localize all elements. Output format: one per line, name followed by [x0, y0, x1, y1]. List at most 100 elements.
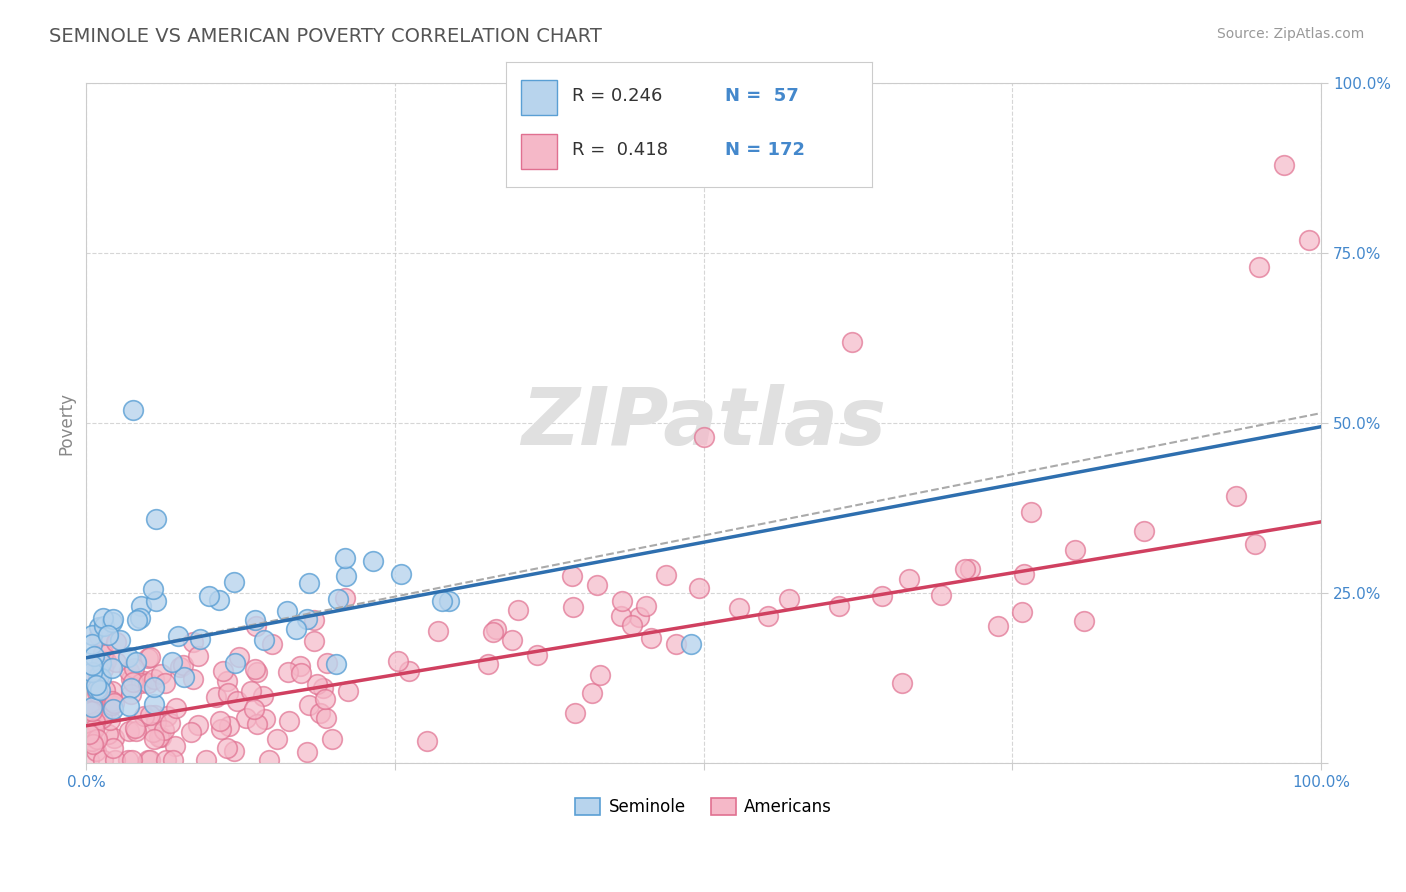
Point	[149, 666, 172, 681]
Point	[77, 753, 100, 767]
Point	[172, 657, 194, 672]
Point	[98, 713, 121, 727]
Point	[142, 582, 165, 597]
Point	[101, 661, 124, 675]
Point	[222, 744, 245, 758]
Point	[309, 706, 332, 720]
Point	[169, 660, 191, 674]
Point	[86, 682, 108, 697]
Point	[897, 572, 920, 586]
Point	[728, 601, 751, 615]
Point	[90, 671, 112, 685]
Point	[187, 718, 209, 732]
Point	[101, 615, 124, 629]
Point	[132, 708, 155, 723]
Point	[120, 681, 142, 695]
Point	[245, 662, 267, 676]
Point	[104, 753, 127, 767]
Point	[180, 724, 202, 739]
Point	[166, 629, 188, 643]
Point	[121, 675, 143, 690]
Point	[416, 734, 439, 748]
Point	[79, 704, 101, 718]
Point	[315, 711, 337, 725]
Point	[1244, 537, 1267, 551]
Point	[217, 685, 239, 699]
Point	[1063, 542, 1085, 557]
Point	[82, 665, 104, 679]
Point	[80, 734, 103, 748]
Point	[139, 753, 162, 767]
Point	[278, 714, 301, 728]
Point	[87, 619, 110, 633]
Point	[224, 575, 246, 590]
Point	[564, 706, 586, 720]
Point	[321, 732, 343, 747]
Point	[288, 658, 311, 673]
Point	[870, 590, 893, 604]
Point	[253, 633, 276, 648]
Point	[681, 637, 703, 651]
Point	[83, 648, 105, 663]
Point	[260, 637, 283, 651]
Point	[124, 721, 146, 735]
Point	[91, 647, 114, 661]
Point	[561, 599, 583, 614]
Point	[90, 656, 112, 670]
Point	[84, 714, 107, 729]
Point	[226, 694, 249, 708]
Point	[211, 664, 233, 678]
Point	[121, 753, 143, 767]
Point	[77, 716, 100, 731]
Point	[1012, 566, 1035, 581]
Point	[101, 702, 124, 716]
Point	[1272, 158, 1295, 172]
Point	[145, 593, 167, 607]
Text: R =  0.418: R = 0.418	[572, 141, 668, 159]
Point	[103, 731, 125, 745]
Point	[82, 637, 104, 651]
Point	[337, 684, 360, 698]
Point	[118, 698, 141, 713]
Point	[136, 753, 159, 767]
Point	[87, 669, 110, 683]
Point	[628, 609, 651, 624]
Point	[187, 649, 209, 664]
Point	[298, 698, 321, 712]
Point	[138, 650, 160, 665]
Point	[143, 732, 166, 747]
Point	[246, 716, 269, 731]
Point	[77, 727, 100, 741]
Point	[96, 703, 118, 717]
Point	[427, 624, 450, 638]
Point	[134, 673, 156, 688]
Point	[235, 710, 257, 724]
Text: SEMINOLE VS AMERICAN POVERTY CORRELATION CHART: SEMINOLE VS AMERICAN POVERTY CORRELATION…	[49, 27, 602, 45]
Point	[93, 619, 115, 633]
Point	[96, 654, 118, 668]
Point	[100, 683, 122, 698]
Point	[302, 613, 325, 627]
Point	[82, 737, 104, 751]
Point	[328, 591, 350, 606]
Point	[163, 739, 186, 753]
Point	[1019, 505, 1042, 519]
Point	[484, 622, 506, 636]
Point	[118, 724, 141, 739]
Point	[430, 594, 453, 608]
Point	[86, 732, 108, 747]
Point	[307, 677, 329, 691]
Text: N = 172: N = 172	[725, 141, 806, 159]
Point	[131, 675, 153, 690]
Point	[1133, 524, 1156, 538]
Point	[142, 725, 165, 739]
Text: Source: ZipAtlas.com: Source: ZipAtlas.com	[1216, 27, 1364, 41]
Point	[117, 649, 139, 664]
Point	[581, 686, 603, 700]
Point	[87, 668, 110, 682]
Point	[118, 665, 141, 679]
Point	[1225, 489, 1247, 503]
Point	[139, 708, 162, 723]
Point	[205, 690, 228, 704]
Point	[143, 681, 166, 695]
